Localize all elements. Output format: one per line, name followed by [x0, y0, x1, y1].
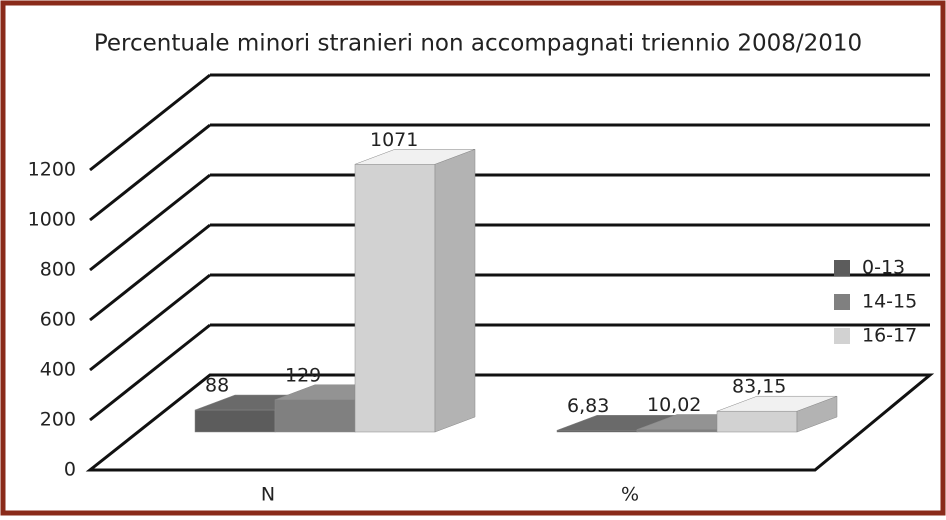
bar-side — [434, 148, 476, 433]
grid-line — [89, 173, 211, 272]
bar-front — [274, 399, 356, 433]
grid-line — [89, 323, 211, 422]
bar-top — [354, 149, 476, 165]
value-label: 1071 — [370, 129, 418, 151]
bar-front — [194, 409, 276, 433]
bar — [716, 395, 838, 433]
bar — [354, 148, 476, 433]
y-tick-label: 800 — [40, 259, 76, 281]
value-label: 88 — [205, 375, 229, 397]
legend-label: 16-17 — [862, 325, 917, 347]
y-tick-label: 0 — [64, 459, 76, 481]
grid-line — [89, 273, 211, 372]
bar-front — [354, 164, 436, 433]
value-label: 83,15 — [732, 376, 786, 398]
y-tick-label: 600 — [40, 309, 76, 331]
value-label: 129 — [285, 364, 321, 386]
legend-swatch — [834, 260, 850, 276]
value-label: 10,02 — [647, 394, 701, 416]
bar-front — [556, 430, 638, 433]
chart-title: Percentuale minori stranieri non accompa… — [94, 31, 862, 57]
bar-top — [716, 395, 838, 412]
x-tick-label: N — [261, 484, 275, 506]
grid-line — [89, 73, 211, 172]
bar-front — [636, 429, 718, 433]
y-tick-label: 200 — [40, 409, 76, 431]
legend-swatch — [834, 328, 850, 344]
grid-line — [89, 223, 211, 322]
legend-label: 0-13 — [862, 257, 905, 279]
legend-label: 14-15 — [862, 291, 917, 313]
y-tick-label: 400 — [40, 359, 76, 381]
x-tick-label: % — [621, 484, 639, 506]
grid-line — [89, 123, 211, 222]
bar-front — [716, 410, 798, 433]
y-tick-label: 1200 — [28, 159, 76, 181]
y-tick-label: 1000 — [28, 209, 76, 231]
legend-swatch — [834, 294, 850, 310]
value-label: 6,83 — [567, 395, 609, 417]
